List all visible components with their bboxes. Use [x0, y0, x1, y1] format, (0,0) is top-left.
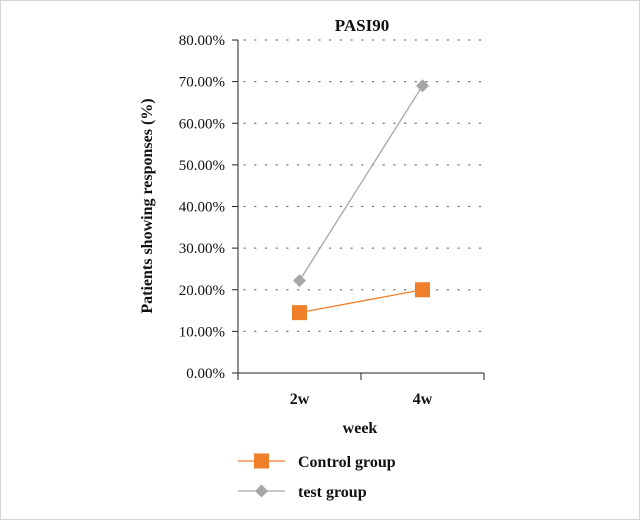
grid-lines [243, 39, 485, 332]
axes [232, 39, 485, 380]
control-group-line [299, 289, 423, 314]
data-series [292, 79, 430, 321]
legend-test-group-marker [255, 484, 268, 498]
x-axis-label: week [343, 420, 378, 437]
test-group-point [416, 79, 429, 93]
y-tick-label: 60.00% [179, 116, 225, 132]
y-tick-label: 40.00% [179, 200, 225, 216]
x-tick-label: 4w [413, 391, 433, 408]
y-tick-label: 0.00% [186, 366, 225, 382]
x-tick-label: 2w [290, 391, 310, 408]
legend: Control group test group [238, 453, 396, 501]
control-group-point [292, 305, 307, 321]
legend-control-group-label: Control group [298, 454, 396, 471]
chart-title: PASI90 [335, 16, 389, 35]
y-tick-label: 20.00% [179, 283, 225, 299]
x-tick-labels: 2w 4w [290, 391, 433, 408]
y-tick-label: 50.00% [179, 158, 225, 174]
y-axis-label: Patients showing responses (%) [139, 98, 156, 313]
y-tick-label: 30.00% [179, 241, 225, 257]
y-tick-labels: 0.00% 10.00% 20.00% 30.00% 40.00% 50.00% 60.00… [179, 33, 225, 382]
legend-test-group-label: test group [298, 484, 367, 501]
y-tick-label: 10.00% [179, 324, 225, 340]
test-group-point [293, 274, 306, 288]
y-tick-label: 70.00% [179, 75, 225, 91]
legend-control-group-marker [254, 453, 269, 469]
test-group-line [298, 85, 424, 281]
control-group-point [415, 282, 430, 298]
y-tick-label: 80.00% [179, 33, 225, 49]
